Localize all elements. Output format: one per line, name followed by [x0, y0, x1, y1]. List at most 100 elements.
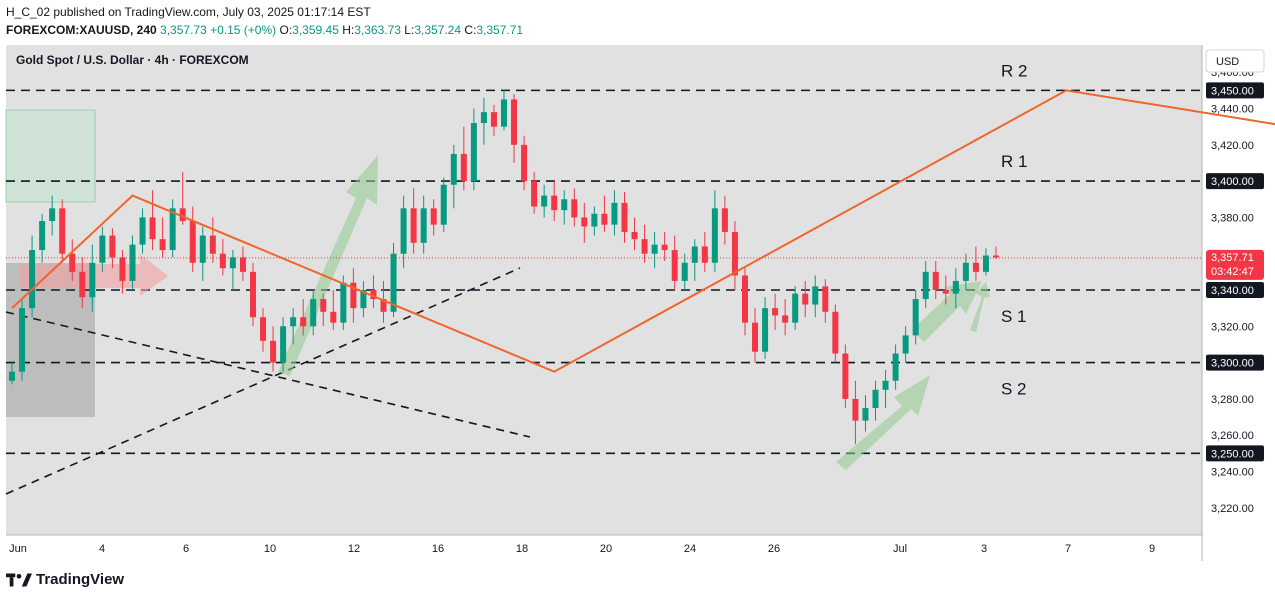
- candle-body: [822, 286, 829, 312]
- level-price-label: 3,340.00: [1211, 285, 1254, 297]
- candle-body: [380, 299, 387, 312]
- candle-body: [601, 213, 608, 225]
- close-label: C:: [464, 23, 477, 37]
- low-label: L:: [404, 23, 415, 37]
- candle-body: [400, 208, 407, 254]
- candle-body: [79, 271, 86, 298]
- level-name-label: R 2: [1001, 61, 1027, 80]
- candle-body: [450, 153, 457, 185]
- level-name-label: R 1: [1001, 152, 1027, 171]
- level-price-badge: [1206, 282, 1264, 298]
- high-value: 3,363.73: [354, 23, 401, 37]
- x-tick-label: Jul: [893, 543, 907, 555]
- candle-body: [802, 293, 809, 305]
- plot-background: [6, 45, 1202, 535]
- level-name-label: S 1: [1001, 307, 1027, 326]
- candle-body: [490, 112, 497, 127]
- candle-body: [340, 282, 347, 323]
- candle-body: [852, 398, 859, 421]
- y-tick-label: 3,280.00: [1211, 394, 1254, 406]
- y-tick-label: 3,320.00: [1211, 321, 1254, 333]
- level-price-label: 3,400.00: [1211, 176, 1254, 188]
- y-tick-label: 3,260.00: [1211, 430, 1254, 442]
- level-name-label: S 2: [1001, 380, 1027, 399]
- candle-body: [109, 235, 116, 258]
- candle-body: [330, 311, 337, 323]
- rising-trendline: [5, 267, 521, 495]
- candle-body: [29, 250, 36, 309]
- last-price-badge-value: 3,357.71: [1211, 252, 1254, 264]
- supply-zone-box: [5, 109, 96, 203]
- price-axis-panel: [1202, 45, 1268, 561]
- candle-body: [872, 389, 879, 408]
- x-tick-label: 18: [516, 543, 528, 555]
- currency-label: USD: [1216, 56, 1239, 68]
- candle-body: [782, 315, 789, 323]
- candle-body: [701, 246, 708, 263]
- candle-body: [842, 353, 849, 399]
- candle-body: [300, 317, 307, 327]
- candle-body: [19, 308, 26, 372]
- y-tick-label: 3,440.00: [1211, 104, 1254, 116]
- last-price: 3,357.73: [160, 23, 207, 37]
- candle-body: [219, 253, 226, 269]
- candle-body: [691, 246, 698, 263]
- candle-body: [249, 271, 256, 318]
- level-price-badge: [1206, 173, 1264, 190]
- candle-body: [591, 213, 598, 227]
- candle-body: [772, 308, 779, 316]
- candle-body: [149, 217, 156, 240]
- candle-body: [952, 280, 959, 294]
- x-tick-label: 9: [1149, 543, 1155, 555]
- candle-body: [641, 239, 648, 254]
- candle-body: [209, 235, 216, 254]
- candle-body: [59, 208, 66, 254]
- candle-body: [541, 195, 548, 207]
- candle-body: [179, 208, 186, 222]
- tradingview-logo-icon: [6, 573, 32, 586]
- level-price-badge: [1206, 82, 1264, 99]
- candle-body: [69, 253, 76, 272]
- bullish-arrow-3: [912, 281, 982, 342]
- candle-body: [651, 244, 658, 254]
- candle-body: [390, 253, 397, 312]
- chart-title: Gold Spot / U.S. Dollar · 4h · FOREXCOM: [16, 53, 249, 67]
- candle-body: [762, 308, 769, 352]
- candle-body: [9, 371, 15, 381]
- x-tick-label: Jun: [9, 543, 27, 555]
- open-value: 3,359.45: [292, 23, 339, 37]
- candle-body: [681, 262, 688, 281]
- candle-body: [89, 262, 96, 298]
- close-value: 3,357.71: [476, 23, 524, 37]
- tradingview-footer: TradingView: [6, 571, 124, 588]
- y-tick-label: 3,240.00: [1211, 466, 1254, 478]
- open-label: O:: [279, 23, 293, 37]
- candle-body: [501, 99, 507, 127]
- candle-body: [892, 353, 899, 381]
- x-tick-label: 24: [684, 543, 696, 555]
- candle-body: [832, 311, 839, 354]
- candle-body: [139, 217, 146, 245]
- x-tick-label: 26: [768, 543, 780, 555]
- level-price-label: 3,250.00: [1211, 448, 1254, 460]
- low-value: 3,357.24: [414, 23, 462, 37]
- candle-body: [511, 99, 518, 145]
- candle-body: [721, 208, 728, 232]
- bullish-arrow-2: [836, 375, 930, 470]
- candle-body: [711, 208, 718, 263]
- footer-brand: TradingView: [36, 571, 125, 588]
- candle-body: [531, 181, 538, 207]
- candle-body: [430, 208, 437, 225]
- candle-body: [581, 217, 588, 227]
- candle-body: [731, 231, 738, 276]
- x-tick-label: 6: [183, 543, 189, 555]
- currency-button[interactable]: [1205, 49, 1265, 73]
- last-price-countdown: 03:42:47: [1211, 266, 1254, 278]
- candle-body: [932, 271, 939, 290]
- candle-body: [39, 221, 46, 251]
- candle-body: [611, 202, 618, 225]
- candle-body: [159, 239, 166, 251]
- candle-body: [320, 299, 327, 312]
- change-value: +0.15 (+0%): [210, 23, 277, 37]
